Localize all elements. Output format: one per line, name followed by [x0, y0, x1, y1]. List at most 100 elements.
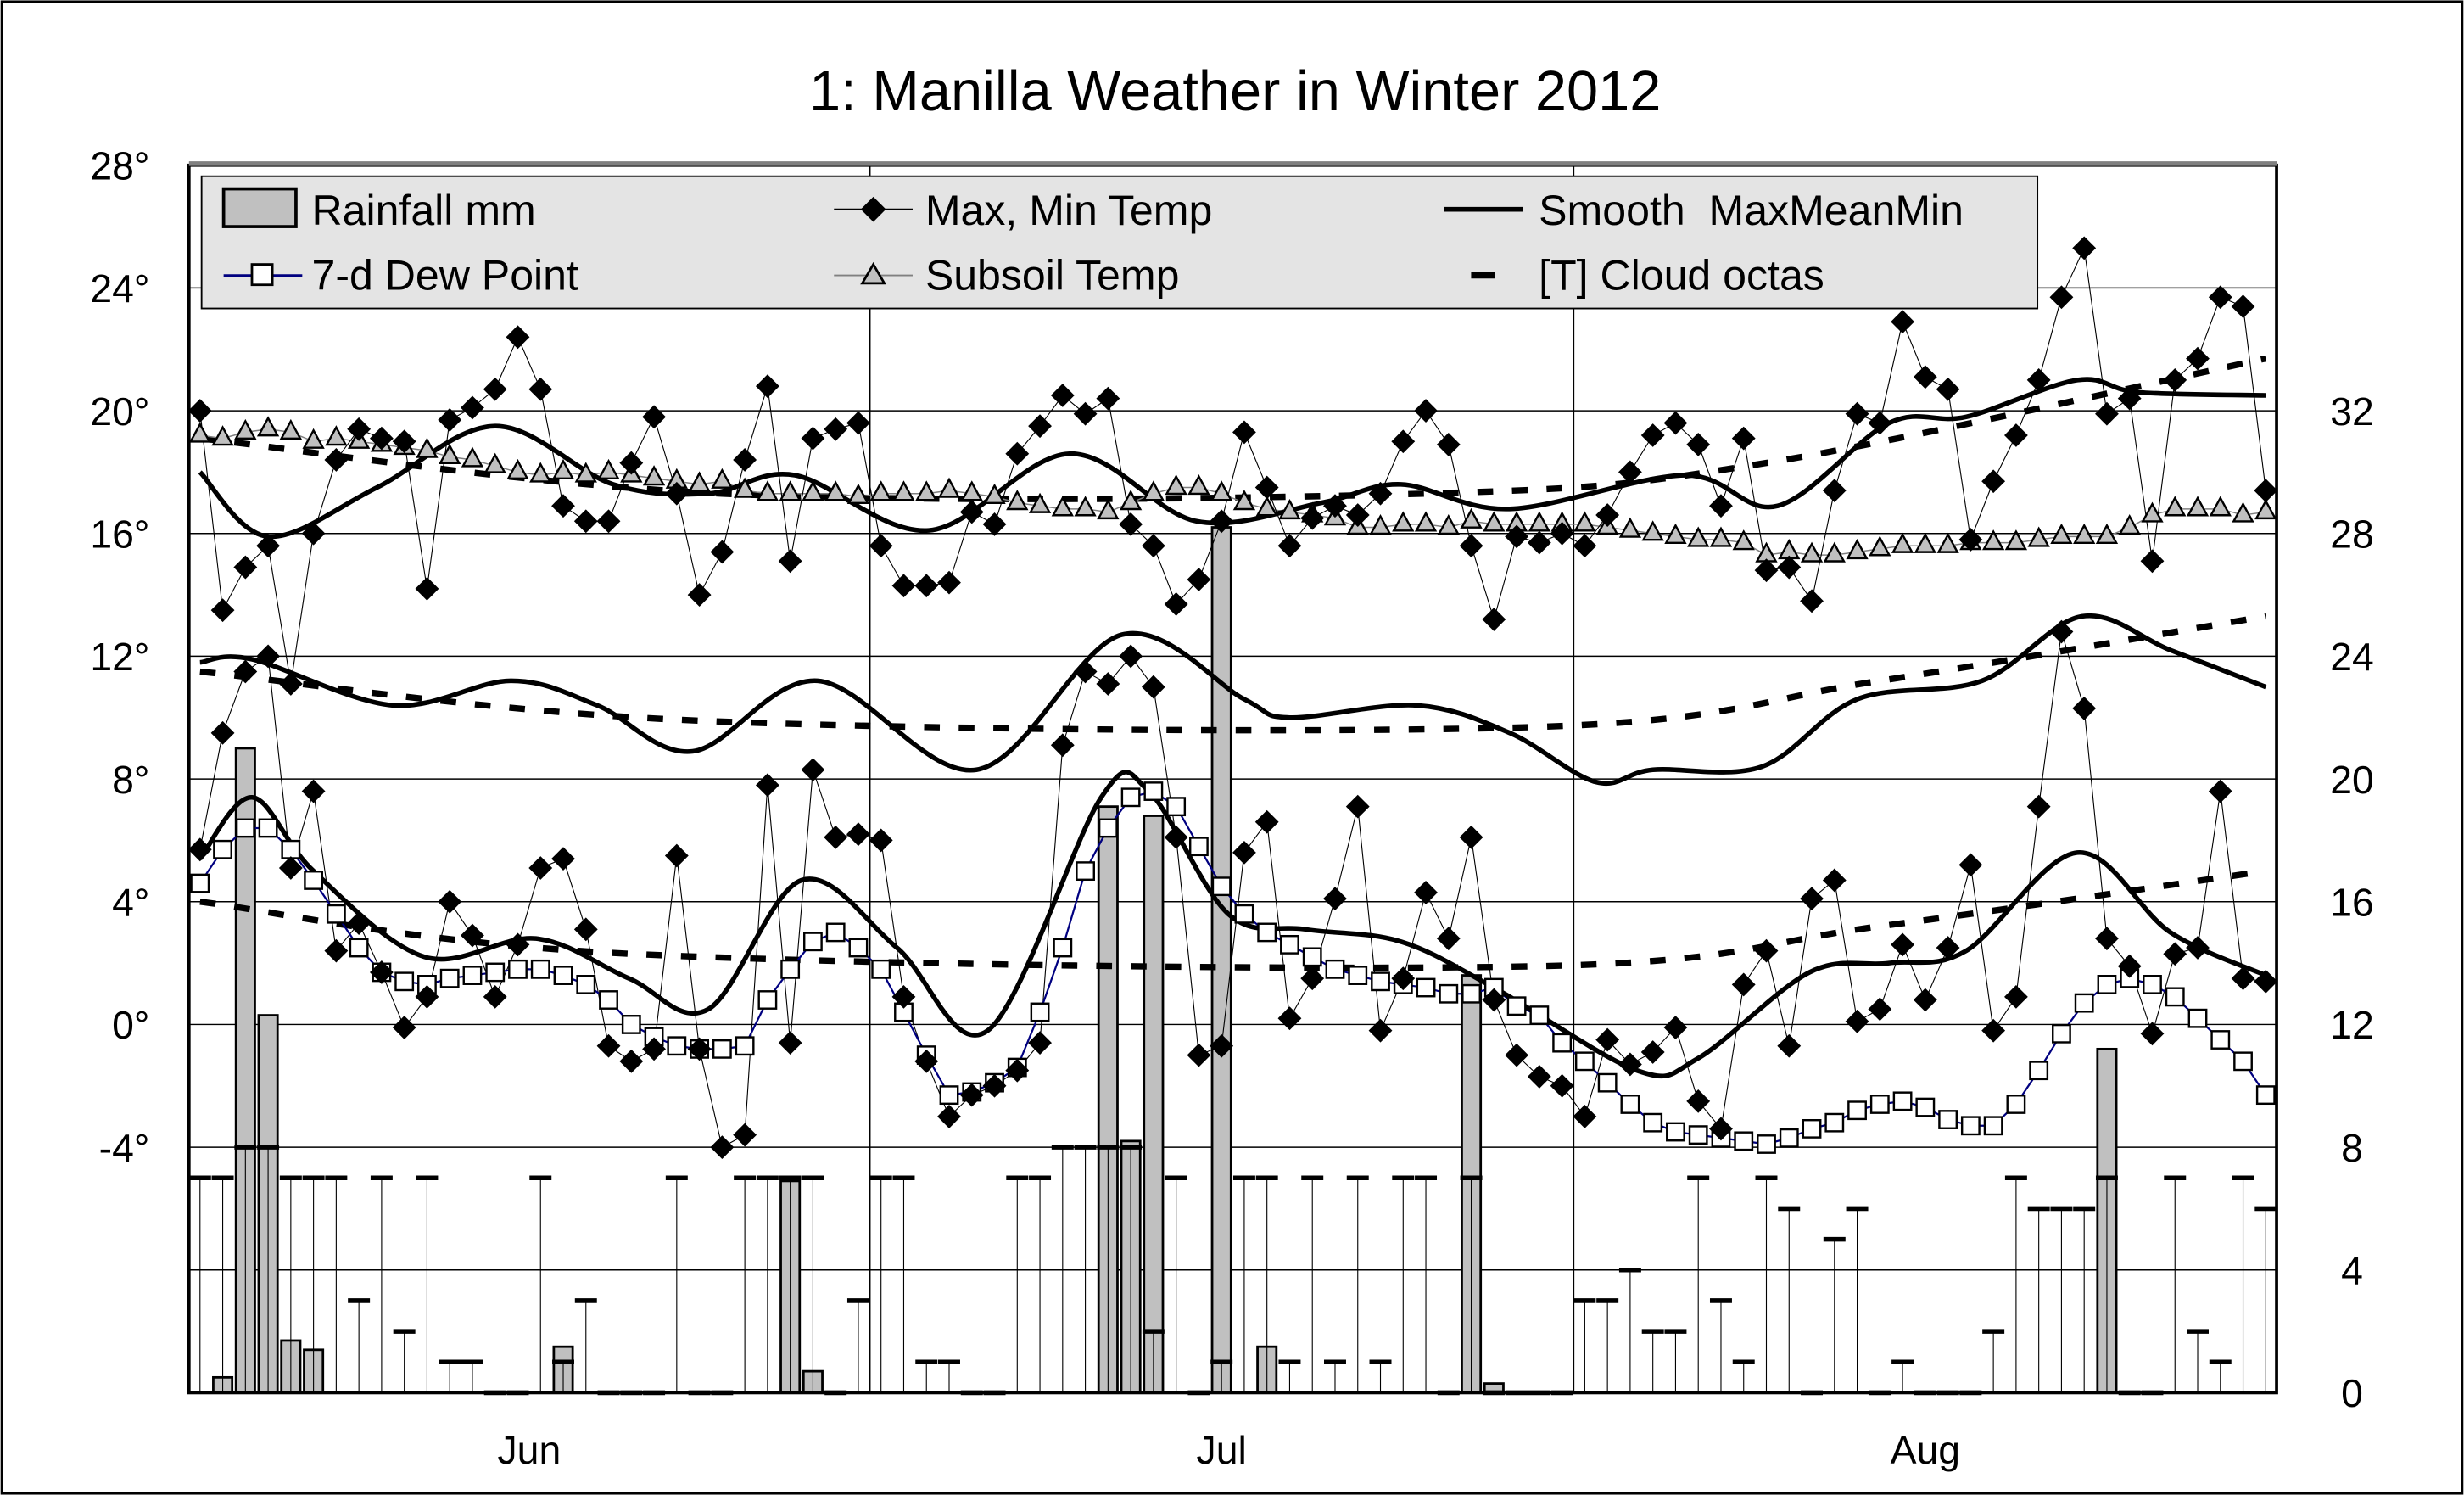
max-temp-point	[687, 583, 712, 608]
max-temp-point	[846, 411, 870, 435]
max-temp-point	[1686, 432, 1711, 456]
max-temp-point	[233, 555, 258, 580]
min-temp-point	[551, 847, 575, 871]
dew-point-point	[2074, 993, 2094, 1013]
max-temp-point	[1277, 534, 1302, 558]
dew-point-point	[2233, 1051, 2253, 1072]
subsoil-temp-point	[483, 452, 506, 473]
smooth-mean-line	[199, 613, 2267, 787]
dew-point-point	[1439, 983, 1459, 1004]
subsoil-temp-point	[529, 462, 552, 483]
min-temp-point	[619, 1049, 644, 1073]
max-temp-point	[1323, 494, 1347, 518]
subsoil-temp-point	[1165, 474, 1187, 496]
dew-point-point	[2052, 1023, 2071, 1044]
left-axis-tick: 16°	[90, 512, 149, 556]
max-temp-point	[778, 549, 802, 574]
axes: 28° 24° 20° 16° 12° 8° 4° 0° -4° 32 28 24 20 16 12 8 4 0 J…	[90, 143, 2374, 1471]
max-temp-point	[1777, 555, 1802, 580]
subsoil-temp-point	[1142, 480, 1165, 501]
dew-point-point	[1211, 876, 1232, 897]
subsoil-temp-point	[1232, 490, 1256, 511]
smooth-max-line	[198, 377, 2266, 540]
min-temp-point	[233, 659, 258, 684]
dew-point-point	[2187, 1008, 2208, 1028]
max-temp-point	[801, 426, 825, 451]
subsoil-temp-point	[2095, 523, 2119, 544]
legend: Rainfall mm 7-d Dew Point Max, Min Temp …	[200, 175, 2039, 310]
right-axis-tick: 32	[2330, 389, 2374, 434]
dew-point-point	[1529, 1005, 1550, 1025]
max-temp-point	[1436, 432, 1461, 456]
subsoil-temp-point	[983, 483, 1006, 504]
dew-point-point	[780, 959, 801, 979]
subsoil-temp-point	[1800, 541, 1824, 563]
min-temp-point	[2186, 936, 2210, 960]
min-temp-point	[2026, 794, 2051, 819]
min-temp-point	[1096, 672, 1120, 696]
subsoil-temp-point	[1641, 520, 1664, 541]
subsoil-temp-point	[824, 480, 847, 501]
max-temp-point	[2003, 423, 2028, 447]
x-axis-month-label: Aug	[1891, 1428, 1961, 1472]
dew-point-point	[1779, 1128, 1799, 1148]
max-temp-point	[2072, 236, 2097, 260]
legend-dew-marker	[250, 263, 274, 287]
min-temp-point	[1436, 927, 1461, 951]
subsoil-temp-point	[1846, 538, 1869, 560]
dew-point-point	[553, 966, 573, 985]
subsoil-temp-point	[756, 480, 779, 501]
max-temp-point	[2231, 294, 2255, 319]
dew-point-point	[1143, 781, 1164, 801]
dew-point-point	[485, 962, 506, 983]
dew-point-point	[1983, 1116, 2003, 1136]
max-temp-point	[483, 377, 507, 401]
subsoil-temp-point	[1437, 514, 1460, 535]
subsoil-temp-point	[937, 477, 961, 498]
subsoil-temp-point	[1119, 490, 1143, 511]
min-temp-point	[664, 843, 689, 868]
max-temp-point	[1345, 503, 1370, 527]
min-temp-point	[687, 1037, 712, 1061]
max-temp-point	[710, 540, 735, 564]
dew-point-point	[1461, 983, 1481, 1004]
subsoil-temp-point	[688, 471, 711, 492]
legend-maxmin-marker	[860, 196, 886, 222]
left-axis-tick: -4°	[99, 1126, 150, 1170]
subsoil-temp-point	[597, 458, 620, 480]
min-temp-point	[801, 758, 825, 782]
subsoil-temp-point	[1392, 511, 1415, 532]
subsoil-temp-point	[1255, 496, 1278, 517]
subsoil-temp-point	[2141, 501, 2164, 523]
max-temp-point	[1913, 365, 1937, 389]
legend-dew-point: 7-d Dew Point	[311, 251, 578, 299]
x-axis-month-label: Jun	[497, 1428, 561, 1472]
max-temp-point	[1731, 426, 1756, 451]
dew-point-point	[1938, 1110, 1958, 1129]
min-temp-point	[1936, 936, 1960, 960]
max-temp-point	[1096, 386, 1120, 411]
dew-point-point	[258, 818, 278, 838]
dew-point-point	[1552, 1033, 1573, 1053]
dew-point-point	[1802, 1118, 1822, 1139]
dew-point-point	[2143, 975, 2162, 994]
subsoil-temp-point	[1210, 480, 1233, 501]
dew-point-point	[462, 966, 483, 985]
min-temp-point	[392, 1016, 416, 1039]
dew-point-point	[349, 938, 369, 958]
dew-point-point	[304, 871, 324, 890]
max-temp-point	[982, 512, 1007, 536]
dew-point-point	[1280, 934, 1299, 955]
min-temp-point	[914, 1049, 939, 1073]
min-temp-point	[1210, 1033, 1234, 1058]
min-temp-point	[959, 1083, 984, 1107]
max-temp-point	[551, 494, 575, 518]
subsoil-temp-point	[1869, 535, 1891, 557]
max-temp-point	[2208, 285, 2232, 310]
dew-point-point	[1302, 947, 1322, 967]
min-temp-point	[528, 856, 553, 880]
subsoil-temp-point	[551, 458, 575, 480]
dew-point-point	[939, 1085, 959, 1106]
right-axis-tick: 20	[2330, 758, 2374, 802]
max-temp-point	[1936, 377, 1960, 401]
